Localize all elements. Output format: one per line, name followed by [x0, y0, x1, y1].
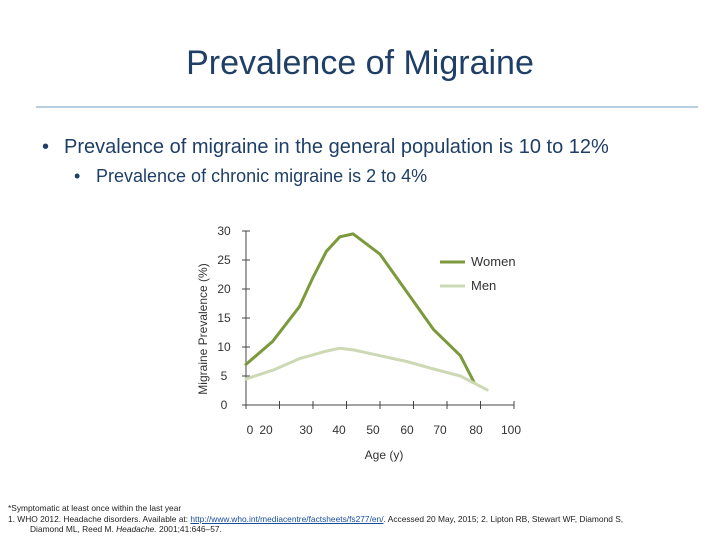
chart-series	[244, 232, 489, 392]
x-tick-label: 0	[247, 423, 254, 437]
chart-legend: Women Men	[440, 254, 516, 293]
footnote-symptomatic: *Symptomatic at least once within the la…	[8, 503, 182, 513]
footnote-reference-2: Diamond ML, Reed M. Headache. 2001;41:64…	[8, 524, 714, 535]
x-tick-label: 30	[299, 423, 313, 437]
footnote-ref-text: . Accessed 20 May, 2015; 2. Lipton RB, S…	[383, 513, 624, 524]
y-tick-label: 10	[217, 340, 231, 354]
y-tick-label: 0	[221, 398, 228, 412]
y-axis-label: Migraine Prevalence (%)	[196, 263, 210, 394]
x-tick-label: 60	[400, 423, 414, 437]
chart-axes: 0 5 10 15 20 25 30 0 20 30 40 50 60 70 80 100	[217, 224, 521, 437]
y-tick-label: 5	[221, 369, 228, 383]
footnote-ref-text: 1. WHO 2012. Headache disorders. Availab…	[8, 513, 191, 524]
x-tick-label: 20	[259, 423, 273, 437]
footnote-ref-text: Diamond ML, Reed M.	[30, 524, 117, 535]
bullet-text: Prevalence of migraine in the general po…	[64, 136, 609, 158]
bullet-text: Prevalence of chronic migraine is 2 to 4…	[96, 166, 428, 186]
y-tick-label: 15	[217, 311, 231, 325]
x-tick-label: 100	[501, 423, 521, 437]
bullet-general-prevalence: • Prevalence of migraine in the general p…	[42, 136, 609, 159]
slide-title: Prevalence of Migraine	[186, 44, 534, 82]
legend-label-women: Women	[471, 254, 516, 269]
x-tick-label: 70	[433, 423, 447, 437]
x-tick-label: 40	[332, 423, 346, 437]
prevalence-chart: Migraine Prevalence (%) Age (y) 0 5 10 15 20…	[180, 206, 552, 468]
footnote-ref-text: 2001;41:646–57.	[156, 524, 222, 535]
x-axis-label: Age (y)	[365, 448, 404, 462]
y-tick-label: 20	[217, 282, 231, 296]
who-factsheet-link[interactable]: http://www.who.int/mediacentre/factsheet…	[190, 513, 384, 524]
legend-label-men: Men	[471, 278, 496, 293]
women-line	[244, 232, 476, 384]
y-tick-label: 25	[217, 253, 231, 267]
x-tick-label: 50	[366, 423, 380, 437]
footnote: *Symptomatic at least once within the la…	[8, 503, 714, 535]
men-line	[244, 346, 489, 392]
chart-svg: Migraine Prevalence (%) Age (y) 0 5 10 15 20…	[196, 224, 521, 462]
bullet-chronic-prevalence: • Prevalence of chronic migraine is 2 to …	[74, 166, 427, 187]
bullet-marker: •	[74, 166, 81, 186]
footnote-reference-1: 1. WHO 2012. Headache disorders. Availab…	[8, 514, 714, 525]
title-divider	[36, 106, 698, 108]
y-tick-label: 30	[217, 224, 231, 238]
journal-name: Headache.	[116, 524, 157, 535]
x-tick-label: 80	[469, 423, 483, 437]
bullet-marker: •	[42, 136, 50, 158]
